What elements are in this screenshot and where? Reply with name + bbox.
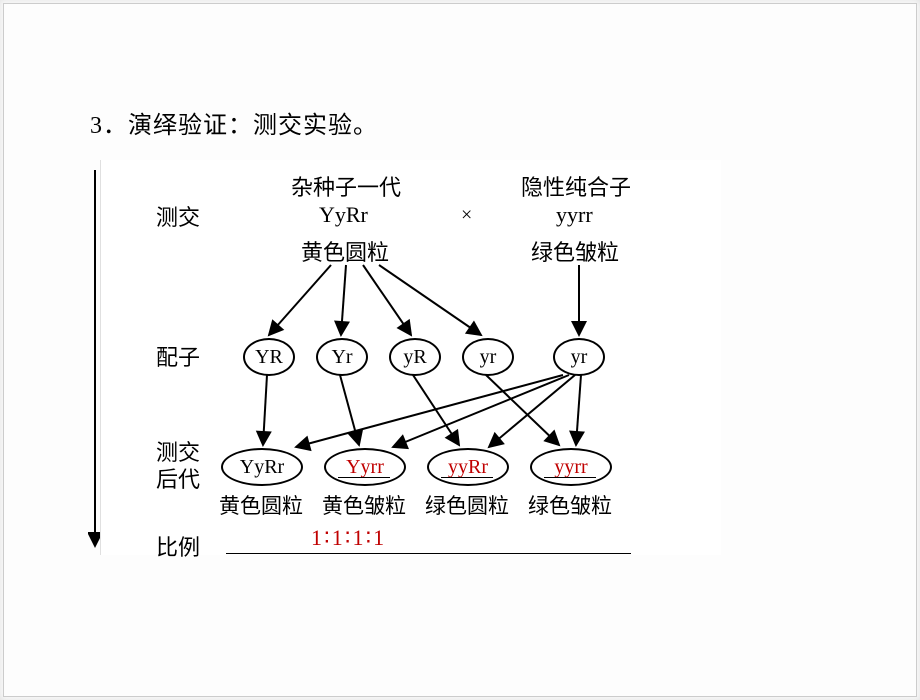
row-cross-label: 测交 bbox=[156, 200, 200, 232]
off-2-underline bbox=[338, 477, 390, 478]
off-4-underline bbox=[544, 477, 596, 478]
p1-header: 杂种子一代 bbox=[291, 170, 401, 202]
off-2-pheno: 黄色皱粒 bbox=[322, 490, 406, 520]
off-3-underline bbox=[441, 477, 493, 478]
off-3-geno: yyRr bbox=[427, 448, 509, 486]
gamete-yr1: yr bbox=[462, 338, 514, 376]
off-4-pheno: 绿色皱粒 bbox=[528, 490, 612, 520]
row-ratio-label: 比例 bbox=[156, 530, 200, 562]
ratio-underline bbox=[226, 553, 631, 554]
off-4-geno: yyrr bbox=[530, 448, 612, 486]
p1-phenotype: 黄色圆粒 bbox=[301, 235, 389, 267]
testcross-diagram: 测交 配子 测交 后代 比例 杂种子一代 YyRr 黄色圆粒 × 隐性纯合子 y… bbox=[100, 160, 721, 555]
off-3-pheno: 绿色圆粒 bbox=[425, 490, 509, 520]
p2-phenotype: 绿色皱粒 bbox=[531, 235, 619, 267]
gamete-YR: YR bbox=[243, 338, 295, 376]
off-1-geno: YyRr bbox=[221, 448, 303, 486]
cross-symbol: × bbox=[461, 204, 472, 227]
row-gamete-label: 配子 bbox=[156, 340, 200, 372]
ratio-value: 1∶1∶1∶1 bbox=[311, 525, 386, 551]
slide-title: 3．演绎验证：测交实验。 bbox=[90, 105, 378, 140]
off-2-geno: Yyrr bbox=[324, 448, 406, 486]
row-offspring-label-2: 后代 bbox=[156, 462, 200, 494]
gamete-yR: yR bbox=[389, 338, 441, 376]
gamete-yr2: yr bbox=[553, 338, 605, 376]
p2-genotype: yyrr bbox=[556, 202, 593, 228]
gamete-Yr: Yr bbox=[316, 338, 368, 376]
off-1-pheno: 黄色圆粒 bbox=[219, 490, 303, 520]
p1-genotype: YyRr bbox=[319, 202, 368, 228]
p2-header: 隐性纯合子 bbox=[521, 170, 631, 202]
